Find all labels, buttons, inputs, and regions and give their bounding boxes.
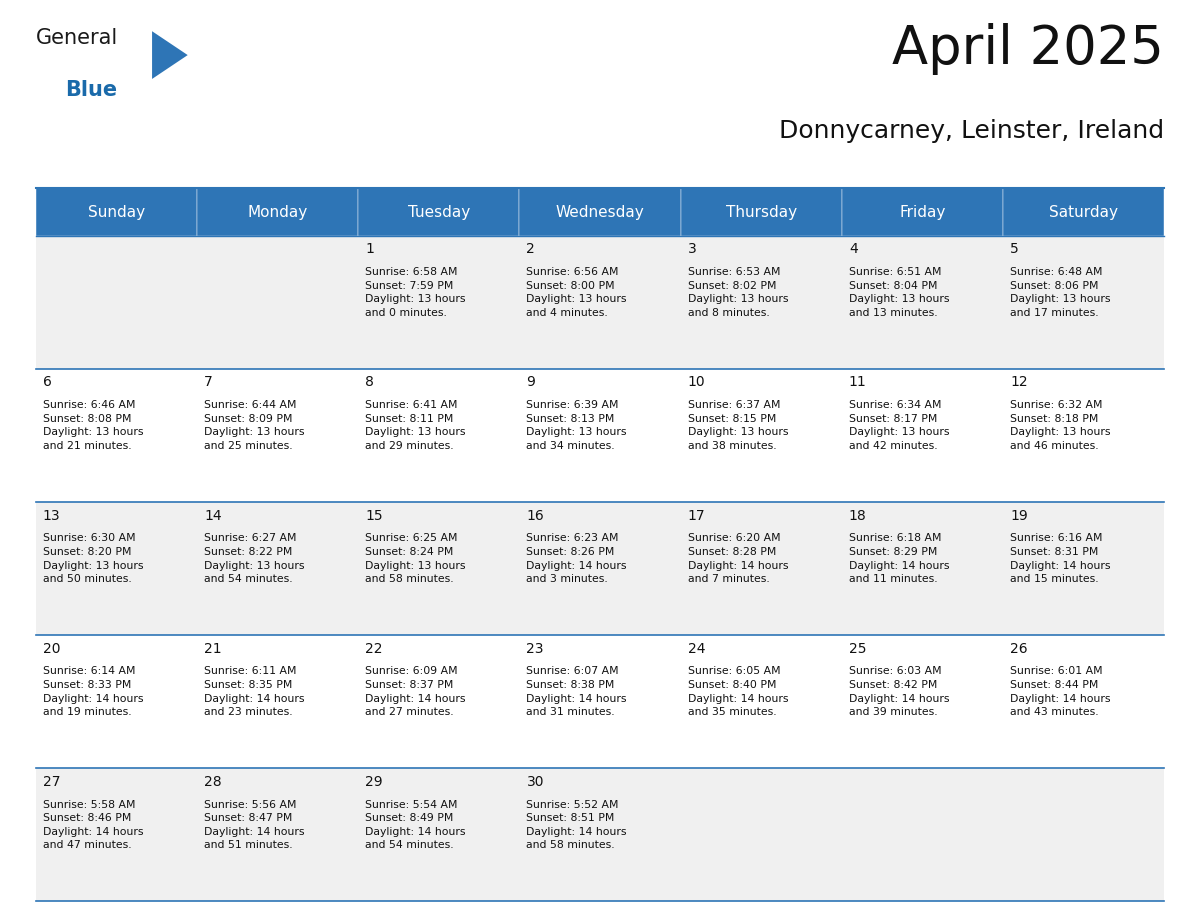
- Text: 22: 22: [365, 642, 383, 655]
- Bar: [358, 188, 519, 236]
- Text: Sunrise: 6:05 AM
Sunset: 8:40 PM
Daylight: 14 hours
and 35 minutes.: Sunrise: 6:05 AM Sunset: 8:40 PM Dayligh…: [688, 666, 788, 717]
- Text: Monday: Monday: [247, 205, 308, 219]
- Text: Sunrise: 6:23 AM
Sunset: 8:26 PM
Daylight: 14 hours
and 3 minutes.: Sunrise: 6:23 AM Sunset: 8:26 PM Dayligh…: [526, 533, 627, 584]
- Bar: [681, 188, 842, 236]
- Text: 5: 5: [1010, 242, 1019, 256]
- Text: Donnycarney, Leinster, Ireland: Donnycarney, Leinster, Ireland: [779, 119, 1164, 143]
- Text: Friday: Friday: [899, 205, 946, 219]
- Text: Sunrise: 6:18 AM
Sunset: 8:29 PM
Daylight: 14 hours
and 11 minutes.: Sunrise: 6:18 AM Sunset: 8:29 PM Dayligh…: [849, 533, 949, 584]
- Bar: [36, 502, 1164, 635]
- Text: Saturday: Saturday: [1049, 205, 1118, 219]
- Text: 1: 1: [365, 242, 374, 256]
- Bar: [36, 236, 1164, 369]
- Text: 4: 4: [849, 242, 858, 256]
- Bar: [36, 369, 1164, 502]
- Text: Sunrise: 6:30 AM
Sunset: 8:20 PM
Daylight: 13 hours
and 50 minutes.: Sunrise: 6:30 AM Sunset: 8:20 PM Dayligh…: [43, 533, 144, 584]
- Text: 25: 25: [849, 642, 866, 655]
- Text: General: General: [36, 28, 118, 48]
- Text: 7: 7: [204, 375, 213, 389]
- Text: Thursday: Thursday: [726, 205, 797, 219]
- Bar: [36, 635, 1164, 768]
- Bar: [842, 188, 1003, 236]
- Text: 21: 21: [204, 642, 222, 655]
- Text: Sunday: Sunday: [88, 205, 145, 219]
- Text: Sunrise: 6:32 AM
Sunset: 8:18 PM
Daylight: 13 hours
and 46 minutes.: Sunrise: 6:32 AM Sunset: 8:18 PM Dayligh…: [1010, 400, 1111, 451]
- Text: 23: 23: [526, 642, 544, 655]
- Text: Sunrise: 6:16 AM
Sunset: 8:31 PM
Daylight: 14 hours
and 15 minutes.: Sunrise: 6:16 AM Sunset: 8:31 PM Dayligh…: [1010, 533, 1111, 584]
- Text: Sunrise: 6:48 AM
Sunset: 8:06 PM
Daylight: 13 hours
and 17 minutes.: Sunrise: 6:48 AM Sunset: 8:06 PM Dayligh…: [1010, 267, 1111, 318]
- Text: 29: 29: [365, 775, 383, 789]
- Text: 12: 12: [1010, 375, 1028, 389]
- Text: Sunrise: 6:37 AM
Sunset: 8:15 PM
Daylight: 13 hours
and 38 minutes.: Sunrise: 6:37 AM Sunset: 8:15 PM Dayligh…: [688, 400, 788, 451]
- Text: 30: 30: [526, 775, 544, 789]
- Text: 2: 2: [526, 242, 536, 256]
- Text: 11: 11: [849, 375, 867, 389]
- Bar: [1003, 188, 1164, 236]
- Text: 15: 15: [365, 509, 383, 522]
- Text: Sunrise: 6:44 AM
Sunset: 8:09 PM
Daylight: 13 hours
and 25 minutes.: Sunrise: 6:44 AM Sunset: 8:09 PM Dayligh…: [204, 400, 304, 451]
- Text: 16: 16: [526, 509, 544, 522]
- Text: Sunrise: 6:34 AM
Sunset: 8:17 PM
Daylight: 13 hours
and 42 minutes.: Sunrise: 6:34 AM Sunset: 8:17 PM Dayligh…: [849, 400, 949, 451]
- Text: Sunrise: 6:07 AM
Sunset: 8:38 PM
Daylight: 14 hours
and 31 minutes.: Sunrise: 6:07 AM Sunset: 8:38 PM Dayligh…: [526, 666, 627, 717]
- Polygon shape: [152, 31, 188, 79]
- Bar: [36, 768, 1164, 901]
- Text: 17: 17: [688, 509, 706, 522]
- Text: Sunrise: 6:20 AM
Sunset: 8:28 PM
Daylight: 14 hours
and 7 minutes.: Sunrise: 6:20 AM Sunset: 8:28 PM Dayligh…: [688, 533, 788, 584]
- Text: Sunrise: 6:25 AM
Sunset: 8:24 PM
Daylight: 13 hours
and 58 minutes.: Sunrise: 6:25 AM Sunset: 8:24 PM Dayligh…: [365, 533, 466, 584]
- Text: 24: 24: [688, 642, 706, 655]
- Text: Blue: Blue: [65, 80, 118, 100]
- Text: Sunrise: 6:53 AM
Sunset: 8:02 PM
Daylight: 13 hours
and 8 minutes.: Sunrise: 6:53 AM Sunset: 8:02 PM Dayligh…: [688, 267, 788, 318]
- Text: Sunrise: 5:54 AM
Sunset: 8:49 PM
Daylight: 14 hours
and 54 minutes.: Sunrise: 5:54 AM Sunset: 8:49 PM Dayligh…: [365, 800, 466, 850]
- Text: 14: 14: [204, 509, 222, 522]
- Text: Sunrise: 6:01 AM
Sunset: 8:44 PM
Daylight: 14 hours
and 43 minutes.: Sunrise: 6:01 AM Sunset: 8:44 PM Dayligh…: [1010, 666, 1111, 717]
- Bar: [197, 188, 358, 236]
- Text: Sunrise: 6:09 AM
Sunset: 8:37 PM
Daylight: 14 hours
and 27 minutes.: Sunrise: 6:09 AM Sunset: 8:37 PM Dayligh…: [365, 666, 466, 717]
- Text: Sunrise: 6:27 AM
Sunset: 8:22 PM
Daylight: 13 hours
and 54 minutes.: Sunrise: 6:27 AM Sunset: 8:22 PM Dayligh…: [204, 533, 304, 584]
- Text: Sunrise: 5:56 AM
Sunset: 8:47 PM
Daylight: 14 hours
and 51 minutes.: Sunrise: 5:56 AM Sunset: 8:47 PM Dayligh…: [204, 800, 304, 850]
- Text: Sunrise: 6:58 AM
Sunset: 7:59 PM
Daylight: 13 hours
and 0 minutes.: Sunrise: 6:58 AM Sunset: 7:59 PM Dayligh…: [365, 267, 466, 318]
- Text: 3: 3: [688, 242, 696, 256]
- Bar: [519, 188, 681, 236]
- Text: 28: 28: [204, 775, 222, 789]
- Text: 20: 20: [43, 642, 61, 655]
- Text: 6: 6: [43, 375, 51, 389]
- Text: Sunrise: 6:56 AM
Sunset: 8:00 PM
Daylight: 13 hours
and 4 minutes.: Sunrise: 6:56 AM Sunset: 8:00 PM Dayligh…: [526, 267, 627, 318]
- Text: Sunrise: 5:58 AM
Sunset: 8:46 PM
Daylight: 14 hours
and 47 minutes.: Sunrise: 5:58 AM Sunset: 8:46 PM Dayligh…: [43, 800, 144, 850]
- Text: 27: 27: [43, 775, 61, 789]
- Text: Wednesday: Wednesday: [556, 205, 644, 219]
- Text: 13: 13: [43, 509, 61, 522]
- Text: 26: 26: [1010, 642, 1028, 655]
- Text: Sunrise: 6:46 AM
Sunset: 8:08 PM
Daylight: 13 hours
and 21 minutes.: Sunrise: 6:46 AM Sunset: 8:08 PM Dayligh…: [43, 400, 144, 451]
- Text: April 2025: April 2025: [892, 23, 1164, 75]
- Text: Sunrise: 6:39 AM
Sunset: 8:13 PM
Daylight: 13 hours
and 34 minutes.: Sunrise: 6:39 AM Sunset: 8:13 PM Dayligh…: [526, 400, 627, 451]
- Text: Sunrise: 6:11 AM
Sunset: 8:35 PM
Daylight: 14 hours
and 23 minutes.: Sunrise: 6:11 AM Sunset: 8:35 PM Dayligh…: [204, 666, 304, 717]
- Text: 10: 10: [688, 375, 706, 389]
- Text: 8: 8: [365, 375, 374, 389]
- Text: 18: 18: [849, 509, 867, 522]
- Text: Sunrise: 6:51 AM
Sunset: 8:04 PM
Daylight: 13 hours
and 13 minutes.: Sunrise: 6:51 AM Sunset: 8:04 PM Dayligh…: [849, 267, 949, 318]
- Text: 9: 9: [526, 375, 536, 389]
- Text: Sunrise: 6:14 AM
Sunset: 8:33 PM
Daylight: 14 hours
and 19 minutes.: Sunrise: 6:14 AM Sunset: 8:33 PM Dayligh…: [43, 666, 144, 717]
- Text: Sunrise: 6:03 AM
Sunset: 8:42 PM
Daylight: 14 hours
and 39 minutes.: Sunrise: 6:03 AM Sunset: 8:42 PM Dayligh…: [849, 666, 949, 717]
- Text: 19: 19: [1010, 509, 1028, 522]
- Text: Sunrise: 5:52 AM
Sunset: 8:51 PM
Daylight: 14 hours
and 58 minutes.: Sunrise: 5:52 AM Sunset: 8:51 PM Dayligh…: [526, 800, 627, 850]
- Bar: [36, 188, 197, 236]
- Text: Tuesday: Tuesday: [407, 205, 469, 219]
- Text: Sunrise: 6:41 AM
Sunset: 8:11 PM
Daylight: 13 hours
and 29 minutes.: Sunrise: 6:41 AM Sunset: 8:11 PM Dayligh…: [365, 400, 466, 451]
